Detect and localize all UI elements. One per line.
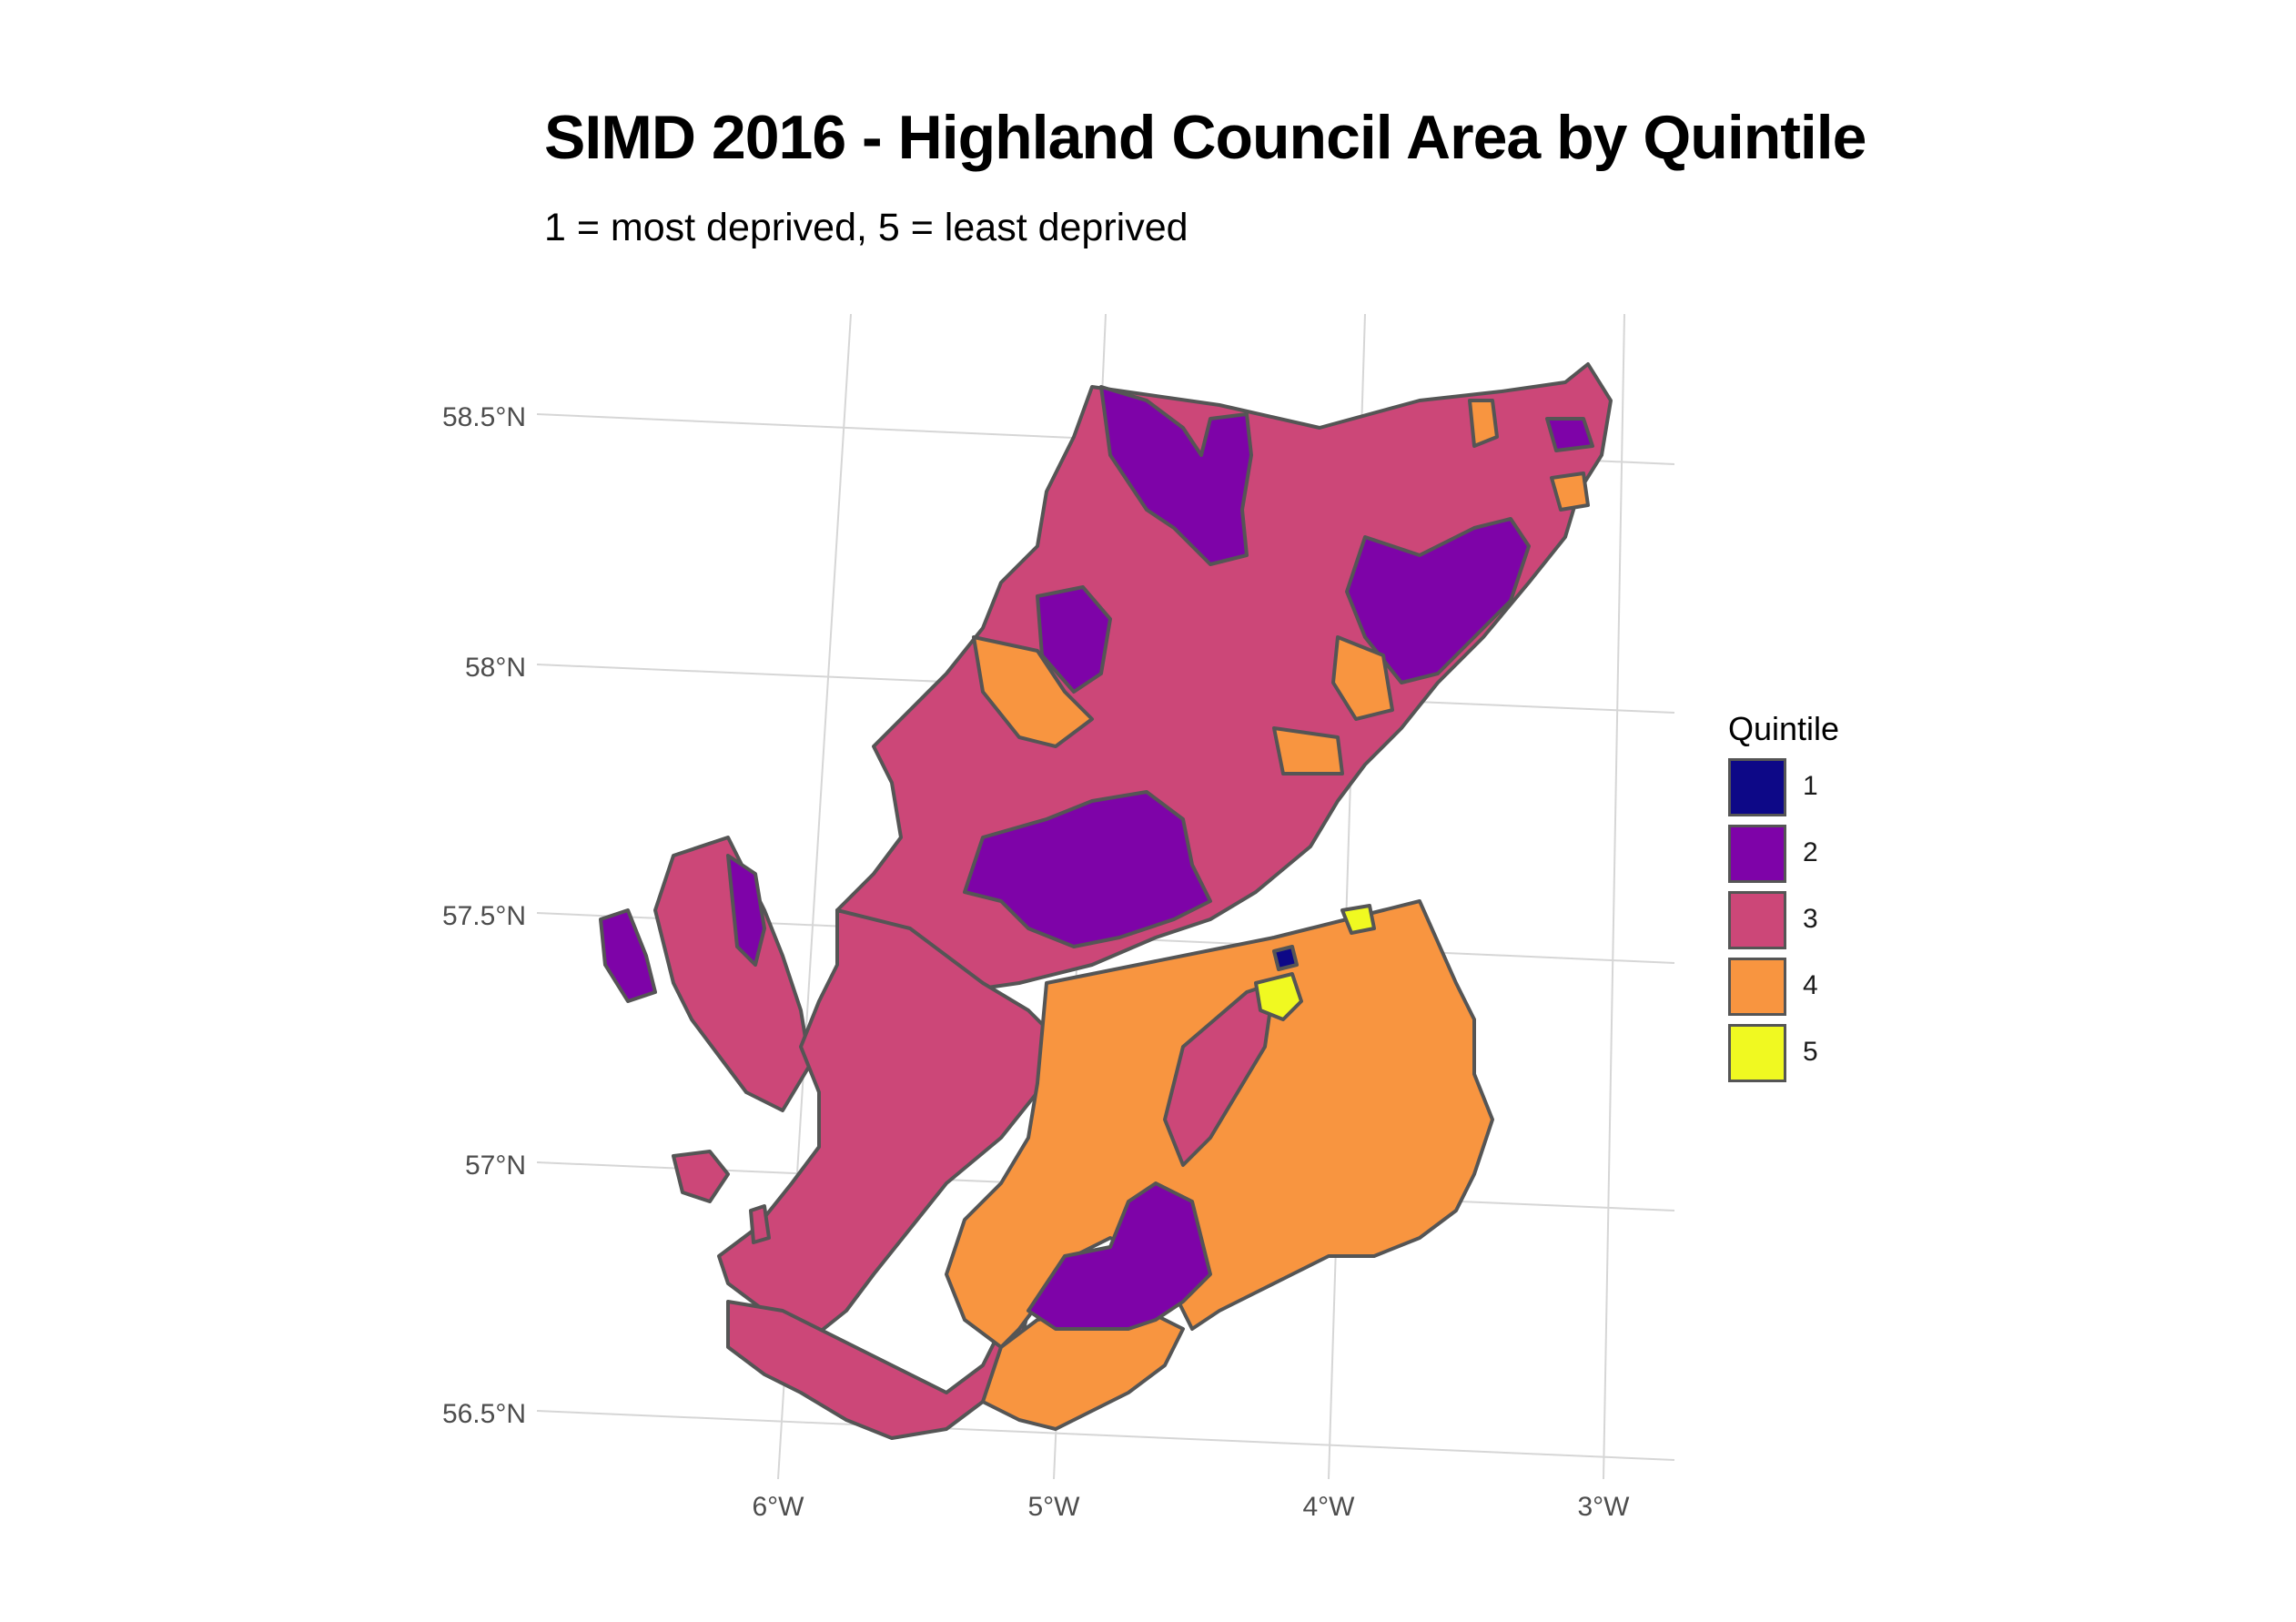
legend-label-5: 5	[1803, 1037, 1818, 1067]
legend-label-1: 1	[1803, 771, 1818, 801]
region-q3-island	[672, 1150, 730, 1203]
lat-label-58: 58°N	[465, 653, 526, 683]
map-title: SIMD 2016 - Highland Council Area by Qui…	[544, 103, 1866, 172]
legend-key-3	[1728, 891, 1786, 949]
legend-item-3: 3	[1728, 891, 1910, 953]
region-q2-thurso	[1545, 417, 1594, 452]
region-q2-skye	[726, 854, 766, 967]
legend-label-4: 4	[1803, 970, 1818, 1000]
legend-label-2: 2	[1803, 837, 1818, 867]
lat-label-56-5: 56.5°N	[442, 1399, 526, 1429]
lon-label-5: 5°W	[1028, 1492, 1081, 1522]
region-q2-north	[1099, 385, 1253, 566]
region-q1-inverness	[1272, 945, 1299, 971]
legend-label-3: 3	[1803, 904, 1818, 934]
region-q4-caithness	[1468, 399, 1499, 448]
legend-title: Quintile	[1728, 710, 1840, 747]
gridline-lat-56-5	[536, 1410, 1675, 1461]
legend-key-2	[1728, 825, 1786, 883]
lat-label-58-5: 58.5°N	[442, 402, 526, 432]
latitude-labels: 58.5°N 58°N 57.5°N 57°N 56.5°N	[442, 402, 526, 1429]
legend-item-4: 4	[1728, 958, 1910, 1019]
region-q4-wick	[1550, 471, 1590, 512]
map-subtitle: 1 = most deprived, 5 = least deprived	[544, 206, 1188, 249]
region-q2-central	[963, 790, 1212, 948]
longitude-labels: 6°W 5°W 4°W 3°W	[753, 1492, 1631, 1522]
region-q2-east	[1345, 517, 1531, 684]
region-q4-east	[1331, 635, 1394, 721]
lat-label-57-5: 57.5°N	[442, 901, 526, 931]
lon-label-4: 4°W	[1303, 1492, 1356, 1522]
region-q2-island	[599, 908, 657, 1003]
region-q5-nairn	[1340, 904, 1376, 935]
region-q2-south	[1027, 1181, 1212, 1331]
region-q3-rum	[749, 1204, 771, 1244]
legend-key-5	[1728, 1024, 1786, 1082]
legend-key-4	[1728, 958, 1786, 1016]
region-q4-west	[972, 635, 1094, 748]
region-q4-east2	[1272, 726, 1344, 776]
lon-label-6: 6°W	[753, 1492, 805, 1522]
lat-label-57: 57°N	[465, 1151, 526, 1181]
legend-key-1	[1728, 758, 1786, 816]
regions	[599, 362, 1613, 1440]
lon-label-3: 3°W	[1578, 1492, 1631, 1522]
region-q5-inverness	[1254, 972, 1303, 1021]
legend-item-1: 1	[1728, 758, 1910, 820]
gridline-lon-3	[1603, 313, 1625, 1480]
legend-item-5: 5	[1728, 1024, 1910, 1086]
legend-item-2: 2	[1728, 825, 1910, 887]
